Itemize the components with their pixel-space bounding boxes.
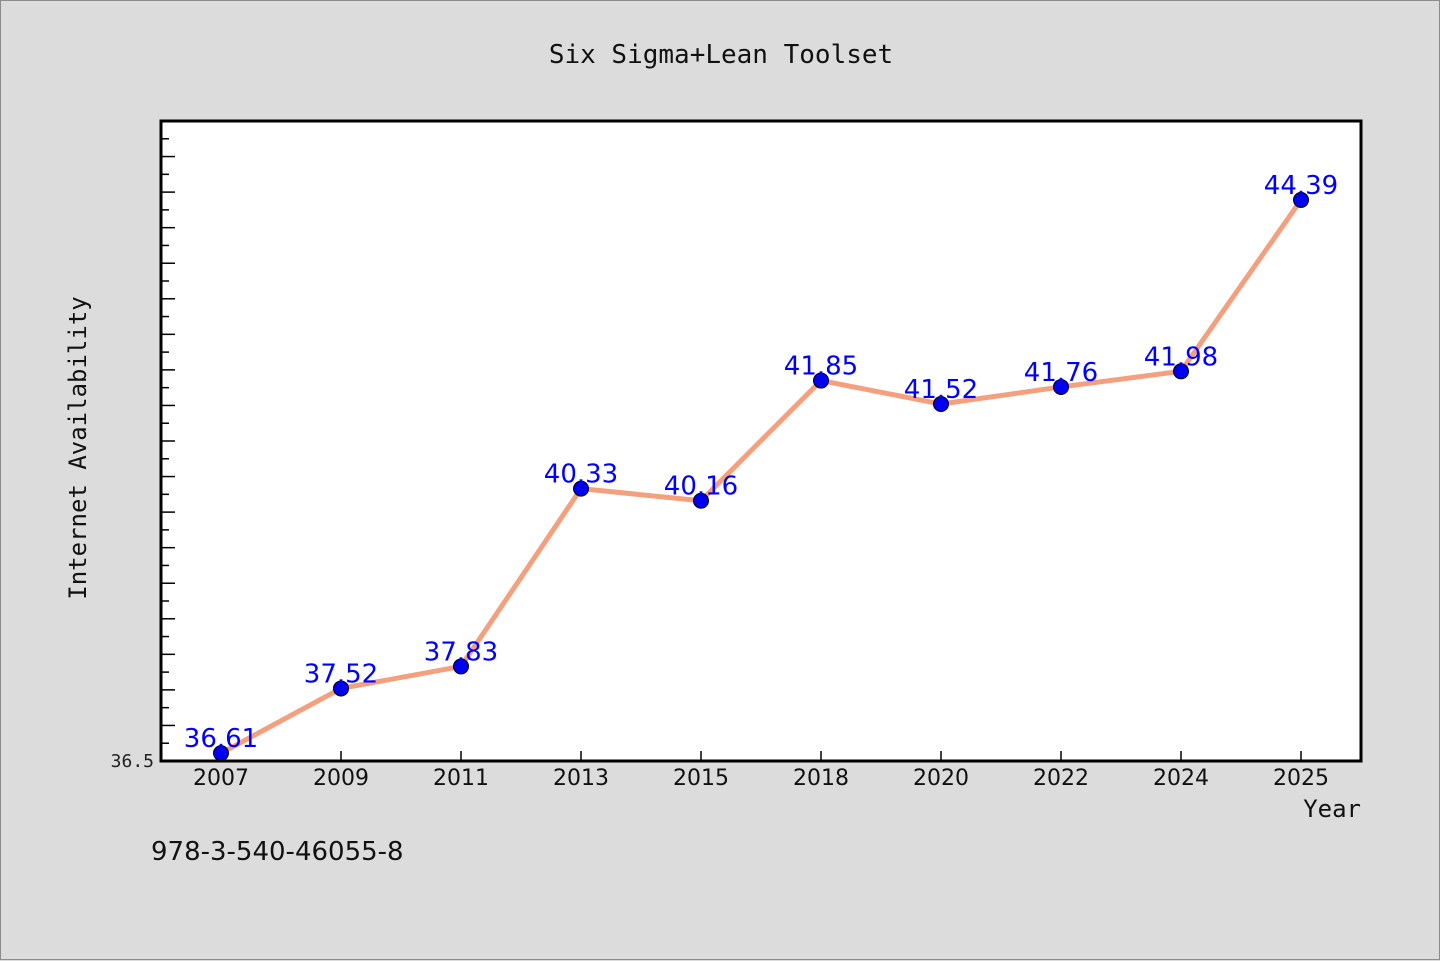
x-tick-label: 2018 xyxy=(793,766,849,791)
data-label: 36.61 xyxy=(184,724,258,754)
x-tick-label: 2022 xyxy=(1033,766,1089,791)
y-tick-label: 36.5 xyxy=(111,751,154,772)
y-axis-ticks xyxy=(161,138,175,744)
data-point xyxy=(333,680,349,697)
data-label: 41.52 xyxy=(904,375,978,405)
x-axis-ticks xyxy=(220,751,1302,761)
data-point xyxy=(453,658,469,675)
data-point xyxy=(1173,363,1189,380)
series-line xyxy=(219,198,1304,756)
data-label: 37.52 xyxy=(304,659,378,689)
data-point xyxy=(573,480,589,497)
data-label: 37.83 xyxy=(424,637,498,667)
x-tick-labels: 2007 2009 2011 2013 2015 2018 2020 2022 2024 2025 xyxy=(193,766,1329,791)
x-tick-label: 2025 xyxy=(1273,766,1329,791)
chart-title: Six Sigma+Lean Toolset xyxy=(549,40,893,70)
data-point xyxy=(813,372,829,389)
data-label: 40.33 xyxy=(544,460,618,490)
data-label: 44.39 xyxy=(1264,171,1338,201)
x-axis-label: Year xyxy=(1303,795,1361,823)
data-point xyxy=(933,396,949,413)
data-label: 40.16 xyxy=(664,472,738,502)
data-point xyxy=(1053,378,1069,395)
data-label: 41.85 xyxy=(784,352,858,382)
isbn-number: 978-3-540-46055-8 xyxy=(151,837,404,867)
x-tick-label: 2020 xyxy=(913,766,969,791)
data-label: 41.98 xyxy=(1144,342,1218,372)
y-axis-label: Internet Availability xyxy=(64,296,92,599)
data-label: 41.76 xyxy=(1024,358,1098,388)
x-tick-label: 2013 xyxy=(553,766,609,791)
series-markers xyxy=(213,191,1309,762)
data-labels: 36.61 37.52 37.83 40.33 40.16 41.85 41.52 41.76… xyxy=(184,171,1338,754)
data-point xyxy=(693,492,709,509)
x-tick-label: 2011 xyxy=(433,766,489,791)
data-point xyxy=(1293,191,1309,208)
data-point xyxy=(213,745,229,762)
x-tick-label: 2015 xyxy=(673,766,729,791)
x-tick-label: 2007 xyxy=(193,766,249,791)
x-tick-label: 2024 xyxy=(1153,766,1209,791)
x-tick-label: 2009 xyxy=(313,766,369,791)
